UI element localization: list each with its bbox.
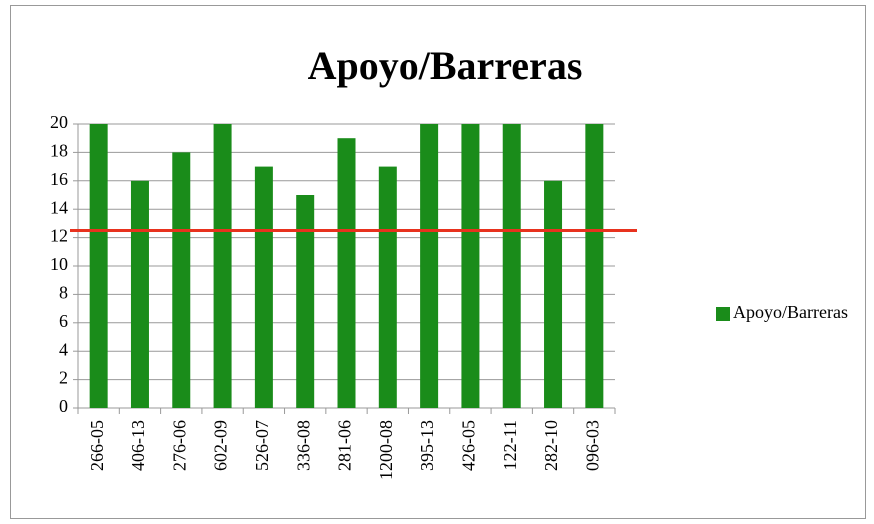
bar (254, 166, 273, 408)
y-tick-label: 16 (50, 169, 68, 189)
x-tick-label: 602-09 (211, 420, 231, 471)
bar (544, 180, 563, 408)
x-tick-label: 281-06 (335, 420, 355, 471)
y-tick-label: 8 (59, 283, 68, 303)
bar (502, 124, 521, 408)
x-tick-label: 122-11 (500, 420, 520, 470)
y-tick-label: 12 (50, 226, 68, 246)
legend-label: Apoyo/Barreras (733, 302, 848, 322)
bar (337, 138, 356, 408)
y-tick-label: 6 (59, 311, 68, 331)
legend-swatch (716, 307, 730, 321)
y-tick-label: 0 (59, 396, 68, 416)
x-tick-label: 406-13 (128, 420, 148, 471)
x-tick-label: 096-03 (582, 420, 602, 471)
bar (585, 124, 604, 408)
bar (461, 124, 480, 408)
bar (213, 124, 232, 408)
x-tick-label: 266-05 (87, 420, 107, 471)
bar (172, 152, 191, 408)
x-tick-label: 426-05 (459, 420, 479, 471)
y-tick-label: 14 (50, 197, 68, 217)
y-tick-label: 20 (50, 112, 68, 132)
bar (296, 195, 315, 408)
x-tick-label: 282-10 (541, 420, 561, 471)
y-tick-label: 2 (59, 368, 68, 388)
x-tick-label: 526-07 (252, 420, 272, 471)
y-tick-label: 4 (59, 339, 68, 359)
x-tick-label: 395-13 (417, 420, 437, 471)
x-tick-label: 276-06 (169, 420, 189, 471)
x-tick-label: 1200-08 (376, 420, 396, 480)
y-tick-label: 10 (50, 254, 68, 274)
bar (420, 124, 439, 408)
bar (130, 180, 149, 408)
y-tick-label: 18 (50, 141, 68, 161)
bar (378, 166, 397, 408)
chart-title: Apoyo/Barreras (308, 43, 583, 88)
bar (89, 124, 108, 408)
x-tick-label: 336-08 (293, 420, 313, 471)
